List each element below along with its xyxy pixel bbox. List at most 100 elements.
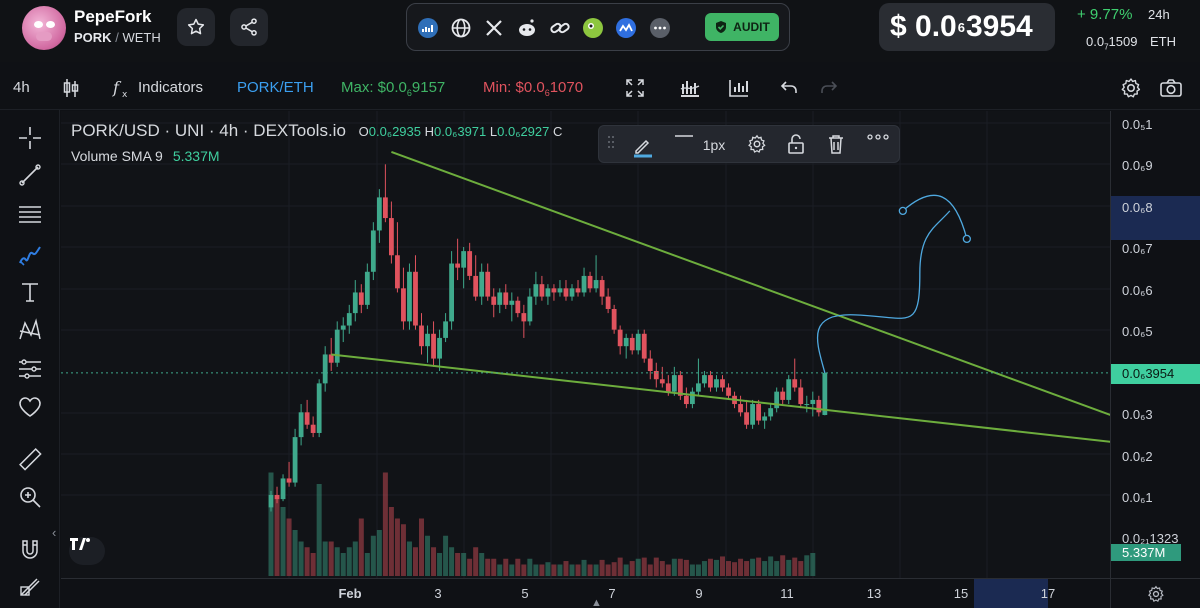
price-range-highlight: [1111, 196, 1200, 240]
drawing-settings-icon[interactable]: [747, 134, 771, 156]
candle-body: [485, 271, 491, 297]
chart-icon[interactable]: [417, 17, 439, 39]
collapse-panel-icon[interactable]: ‹: [52, 525, 57, 540]
volume-bar: [635, 558, 641, 576]
eth-unit: ETH: [1150, 34, 1176, 49]
timeframe-selector[interactable]: 4h: [13, 79, 30, 96]
price-tick: 0.0₆7: [1122, 241, 1153, 256]
volume-bar: [449, 547, 455, 576]
line-width-icon[interactable]: [675, 134, 695, 156]
volume-bar: [587, 564, 593, 576]
camera-icon[interactable]: [1159, 76, 1183, 100]
magnet-icon[interactable]: [16, 536, 44, 564]
price-chart[interactable]: PORK/USD · UNI · 4h · DEXTools.io O0.0₆2…: [61, 111, 1110, 578]
volume-label: Volume SMA 9: [71, 148, 163, 164]
coinmarketcap-icon[interactable]: [615, 17, 637, 39]
time-axis[interactable]: Feb 3 5 7 9 11 13 15 17 ▲: [61, 578, 1110, 608]
settings-icon[interactable]: [1119, 76, 1143, 100]
max-price: Max: $0.069157: [341, 79, 445, 98]
drag-handle-icon[interactable]: [607, 134, 617, 156]
more-options-icon[interactable]: [867, 134, 891, 156]
candle-body: [822, 372, 828, 415]
candle-body: [358, 292, 364, 305]
candle-body: [563, 288, 569, 297]
coingecko-icon[interactable]: [582, 17, 604, 39]
brush-tool-icon[interactable]: [16, 240, 44, 268]
volume-bar: [316, 484, 322, 576]
pattern-tool-icon[interactable]: [16, 316, 44, 344]
candle-body: [437, 337, 442, 359]
trash-icon[interactable]: [827, 134, 851, 156]
bar-chart-icon[interactable]: [727, 76, 751, 100]
candle-body: [653, 370, 659, 380]
candlestick-chart[interactable]: [61, 111, 1110, 578]
volume-bar: [425, 535, 431, 576]
unlock-icon[interactable]: [787, 134, 811, 156]
volume-bar: [274, 495, 280, 576]
candle-body: [696, 383, 701, 392]
trendline-tool-icon[interactable]: [16, 161, 44, 189]
audit-button[interactable]: AUDIT: [705, 13, 779, 41]
volume-bar: [557, 564, 563, 576]
x-icon[interactable]: [483, 17, 505, 39]
tradingview-logo[interactable]: [69, 537, 105, 565]
volume-bar: [479, 553, 485, 576]
eth-price-prefix: 0.0: [1086, 34, 1105, 49]
time-tick: 9: [695, 586, 703, 601]
forecast-tool-icon[interactable]: [16, 355, 44, 383]
candlestick-type-icon[interactable]: [59, 76, 83, 100]
crosshair-icon[interactable]: [16, 124, 44, 152]
time-range-highlight: [974, 579, 1048, 608]
star-icon: [187, 18, 205, 35]
candle-body: [370, 230, 376, 272]
fullscreen-icon[interactable]: [623, 76, 647, 100]
volume-bar: [497, 564, 503, 576]
more-icon[interactable]: [649, 17, 671, 39]
text-tool-icon[interactable]: [16, 278, 44, 306]
volume-bar: [443, 535, 449, 576]
candle-body: [346, 313, 352, 326]
candle-body: [677, 375, 683, 396]
volume-bar: [280, 507, 286, 576]
redo-icon[interactable]: [817, 76, 841, 100]
globe-icon[interactable]: [450, 17, 472, 39]
price-tick: 0.0₆5: [1122, 324, 1153, 339]
candle-body: [274, 494, 280, 500]
share-button[interactable]: [230, 8, 268, 46]
price-axis[interactable]: 0.0₅1 0.0₆9 0.0₆8 0.0₆7 0.0₆6 0.0₆5 0.0₆3 0.0₆2…: [1110, 111, 1200, 578]
volume-bar: [677, 558, 683, 576]
volume-bar: [738, 558, 744, 576]
undo-icon[interactable]: [777, 76, 801, 100]
reddit-icon[interactable]: [516, 17, 538, 39]
fib-retracement-icon[interactable]: [16, 200, 44, 228]
zoom-in-icon[interactable]: [16, 483, 44, 511]
line-width-label[interactable]: 1px: [702, 137, 726, 153]
indicators-button[interactable]: Indicators: [138, 79, 204, 96]
ruler-icon[interactable]: [16, 445, 44, 473]
volume-bar: [412, 547, 418, 576]
volume-profile-icon[interactable]: [678, 76, 702, 100]
volume-bar: [461, 553, 467, 576]
pencil-color-icon[interactable]: [631, 134, 657, 158]
pair-selector[interactable]: PORK/ETH: [237, 79, 314, 96]
scroll-to-realtime-icon[interactable]: ▲: [591, 597, 602, 608]
link-icon[interactable]: [549, 17, 571, 39]
candle-body: [310, 424, 316, 433]
volume-bar: [322, 541, 328, 576]
heart-icon[interactable]: [16, 393, 44, 421]
volume-bar: [328, 541, 334, 576]
candle-body: [340, 325, 346, 330]
volume-bar: [419, 518, 424, 576]
volume-bar: [292, 530, 298, 576]
candle-body: [527, 296, 533, 322]
candle-body: [515, 300, 521, 314]
favorite-button[interactable]: [177, 8, 215, 46]
min-price-zeros: 6: [544, 88, 550, 98]
volume-bar: [695, 564, 701, 576]
lock-drawings-icon[interactable]: [16, 572, 44, 600]
axis-settings-button[interactable]: [1110, 578, 1200, 608]
volume-bar: [431, 547, 437, 576]
volume-bar: [689, 564, 695, 576]
chart-title: PORK/USD · UNI · 4h · DEXTools.io: [71, 121, 346, 140]
